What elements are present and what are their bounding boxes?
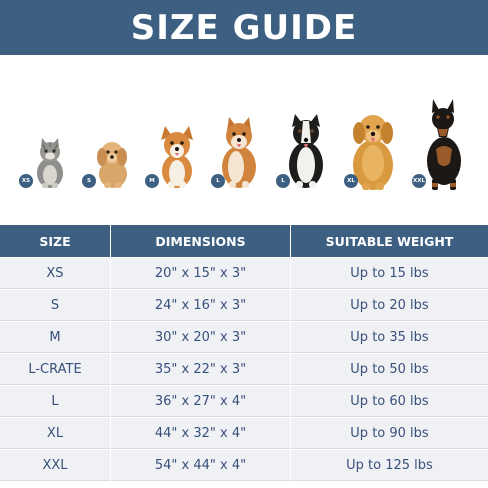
pet-lineup: XS S	[0, 55, 488, 225]
table-row: L 36" x 27" x 4" Up to 60 lbs	[0, 386, 488, 417]
column-header-size: SIZE	[39, 233, 71, 249]
table-row: M 30" x 20" x 3" Up to 35 lbs	[0, 322, 488, 353]
cell-divider	[110, 258, 111, 289]
cell-divider	[110, 322, 111, 353]
weight-cell: Up to 15 lbs	[350, 266, 429, 281]
size-cell: XL	[46, 426, 64, 441]
doberman-dog-icon	[418, 99, 468, 191]
size-cell: S	[50, 298, 60, 313]
cell-divider	[290, 258, 291, 289]
table-row: XXL 54" x 44" x 4" Up to 125 lbs	[0, 450, 488, 481]
size-badge-l-second: L	[276, 174, 290, 188]
column-header-weight: SUITABLE WEIGHT	[325, 233, 454, 249]
cell-divider	[290, 322, 291, 353]
table-header: SIZE DIMENSIONS SUITABLE WEIGHT	[0, 225, 488, 257]
size-badge-xl: XL	[344, 174, 358, 188]
poodle-dog-icon	[94, 137, 130, 189]
size-badge-l: L	[211, 174, 225, 188]
weight-cell: Up to 20 lbs	[350, 298, 429, 313]
header-divider	[290, 225, 291, 257]
corgi-dog-icon	[157, 126, 197, 189]
weight-cell: Up to 35 lbs	[350, 330, 429, 345]
cell-divider	[110, 450, 111, 481]
cell-divider	[290, 386, 291, 417]
dimensions-cell: 35" x 22" x 3"	[154, 362, 247, 377]
size-badge-xxl: XXL	[412, 174, 426, 188]
dimensions-cell: 36" x 27" x 4"	[154, 394, 247, 409]
golden-retriever-dog-icon	[348, 109, 398, 191]
table-row: XS 20" x 15" x 3" Up to 15 lbs	[0, 258, 488, 289]
column-header-dimensions: DIMENSIONS	[155, 233, 246, 249]
cell-divider	[290, 418, 291, 449]
cell-divider	[110, 418, 111, 449]
weight-cell: Up to 60 lbs	[350, 394, 429, 409]
size-badge-m: M	[145, 174, 159, 188]
table-row: S 24" x 16" x 3" Up to 20 lbs	[0, 290, 488, 321]
size-cell: L-CRATE	[28, 362, 82, 377]
weight-cell: Up to 125 lbs	[346, 458, 433, 473]
cell-divider	[110, 386, 111, 417]
shiba-dog-icon	[215, 115, 261, 189]
cat-icon	[33, 137, 67, 189]
dimensions-cell: 24" x 16" x 3"	[154, 298, 247, 313]
table-row: L-CRATE 35" x 22" x 3" Up to 50 lbs	[0, 354, 488, 385]
dimensions-cell: 30" x 20" x 3"	[154, 330, 247, 345]
header-banner: SIZE GUIDE	[0, 0, 488, 55]
header-divider	[110, 225, 111, 257]
dimensions-cell: 44" x 32" x 4"	[154, 426, 247, 441]
size-badge-s: S	[82, 174, 96, 188]
weight-cell: Up to 90 lbs	[350, 426, 429, 441]
cell-divider	[110, 290, 111, 321]
table-row: XL 44" x 32" x 4" Up to 90 lbs	[0, 418, 488, 449]
size-cell: XS	[46, 266, 64, 281]
cell-divider	[290, 450, 291, 481]
size-cell: L	[51, 394, 59, 409]
border-collie-dog-icon	[284, 113, 328, 189]
cell-divider	[290, 354, 291, 385]
cell-divider	[110, 354, 111, 385]
size-table: SIZE DIMENSIONS SUITABLE WEIGHT XS 20" x…	[0, 225, 488, 483]
dimensions-cell: 54" x 44" x 4"	[154, 458, 247, 473]
size-cell: M	[49, 330, 61, 345]
size-cell: XXL	[42, 458, 68, 473]
weight-cell: Up to 50 lbs	[350, 362, 429, 377]
cell-divider	[290, 290, 291, 321]
size-badge-xs: XS	[19, 174, 33, 188]
dimensions-cell: 20" x 15" x 3"	[154, 266, 247, 281]
page-title: SIZE GUIDE	[130, 7, 358, 48]
